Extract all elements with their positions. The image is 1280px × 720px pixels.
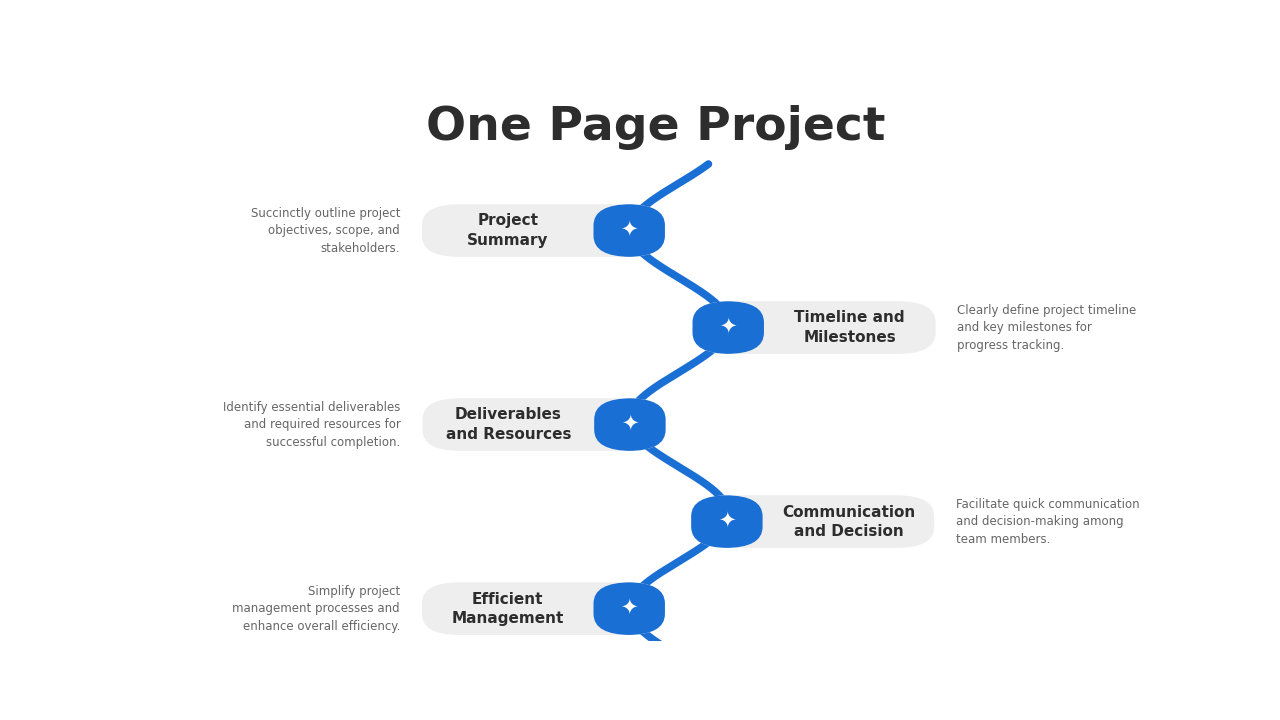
Text: One Page Project: One Page Project — [426, 105, 886, 150]
FancyBboxPatch shape — [594, 582, 664, 635]
FancyBboxPatch shape — [422, 204, 664, 257]
Text: Deliverables
and Resources: Deliverables and Resources — [445, 408, 571, 441]
FancyBboxPatch shape — [692, 301, 936, 354]
Text: Efficient
Management: Efficient Management — [452, 592, 564, 626]
Text: Identify essential deliverables
and required resources for
successful completion: Identify essential deliverables and requ… — [224, 400, 401, 449]
Text: Timeline and
Milestones: Timeline and Milestones — [795, 310, 905, 345]
FancyBboxPatch shape — [692, 301, 764, 354]
FancyBboxPatch shape — [691, 495, 934, 548]
FancyBboxPatch shape — [422, 582, 664, 635]
Text: Clearly define project timeline
and key milestones for
progress tracking.: Clearly define project timeline and key … — [957, 304, 1137, 351]
Text: Succinctly outline project
objectives, scope, and
stakeholders.: Succinctly outline project objectives, s… — [251, 207, 401, 255]
Text: Communication
and Decision: Communication and Decision — [782, 505, 915, 539]
Text: Simplify project
management processes and
enhance overall efficiency.: Simplify project management processes an… — [233, 585, 401, 633]
Text: ✦: ✦ — [719, 318, 737, 338]
Text: ✦: ✦ — [621, 415, 639, 435]
FancyBboxPatch shape — [422, 398, 666, 451]
Text: ✦: ✦ — [621, 220, 637, 240]
Text: Project
Summary: Project Summary — [467, 213, 548, 248]
Text: ✦: ✦ — [718, 512, 736, 531]
Text: Facilitate quick communication
and decision-making among
team members.: Facilitate quick communication and decis… — [956, 498, 1139, 546]
FancyBboxPatch shape — [691, 495, 763, 548]
FancyBboxPatch shape — [594, 398, 666, 451]
Text: ✦: ✦ — [621, 598, 637, 618]
FancyBboxPatch shape — [594, 204, 664, 257]
